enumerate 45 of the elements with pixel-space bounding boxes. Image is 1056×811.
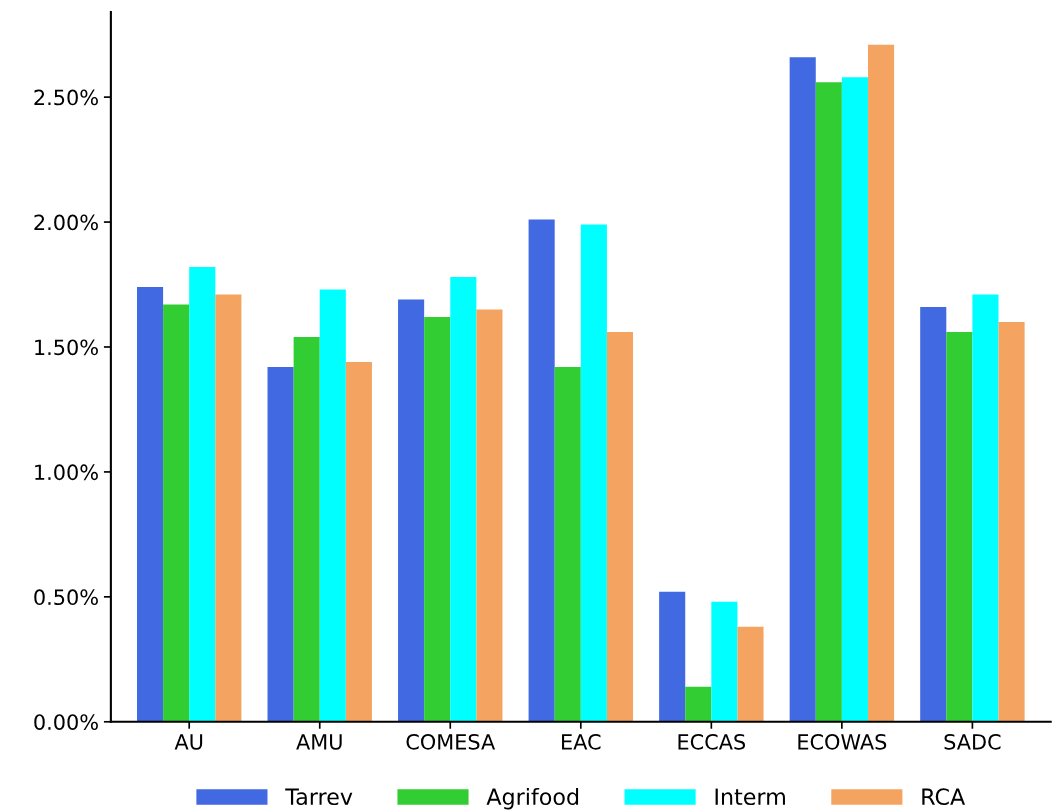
- legend-label: Interm: [715, 788, 785, 806]
- x-tick-label: AU: [174, 734, 203, 750]
- bar: [554, 366, 581, 722]
- bar: [946, 332, 973, 722]
- bar: [293, 336, 320, 722]
- y-tick-label: 0.00%: [34, 714, 98, 730]
- bar: [528, 219, 555, 722]
- bar: [319, 289, 346, 722]
- bar: [267, 366, 294, 722]
- bar: [998, 322, 1025, 722]
- bar: [841, 77, 868, 722]
- bar: [580, 224, 607, 722]
- y-tick-label: 1.50%: [35, 339, 98, 356]
- bar: [215, 294, 242, 722]
- bar: [450, 277, 477, 722]
- y-tick-label: 1.00%: [35, 464, 98, 481]
- bar: [867, 44, 895, 722]
- bar: [711, 601, 738, 722]
- x-tick-label: ECCAS: [678, 733, 746, 750]
- bar: [659, 591, 686, 722]
- bar: [606, 332, 634, 722]
- bar: [920, 307, 947, 722]
- bar: [972, 294, 999, 722]
- bar: [476, 309, 503, 722]
- x-tick-label: EAC: [562, 733, 601, 750]
- x-tick-label: ECOWAS: [798, 733, 887, 750]
- y-tick-label: 0.50%: [34, 589, 98, 606]
- y-tick-label: 2.00%: [34, 214, 98, 231]
- bar: [163, 304, 190, 722]
- bar: [685, 686, 712, 722]
- y-tick-label: 2.50%: [34, 89, 98, 106]
- x-tick-label: AMU: [296, 734, 342, 750]
- bar: [815, 82, 842, 722]
- x-tick-label: SADC: [944, 733, 1001, 750]
- bar: [136, 287, 164, 722]
- x-tick-label: COMESA: [406, 733, 496, 750]
- bar: [424, 317, 451, 722]
- bar: [789, 57, 816, 722]
- legend-label: Agrifood: [486, 787, 579, 810]
- legend-label: RCA: [922, 788, 966, 806]
- bar: [345, 361, 372, 722]
- bar: [398, 299, 425, 722]
- legend-label: Tarrev: [285, 788, 353, 806]
- bar: [737, 626, 764, 722]
- bar: [189, 267, 216, 722]
